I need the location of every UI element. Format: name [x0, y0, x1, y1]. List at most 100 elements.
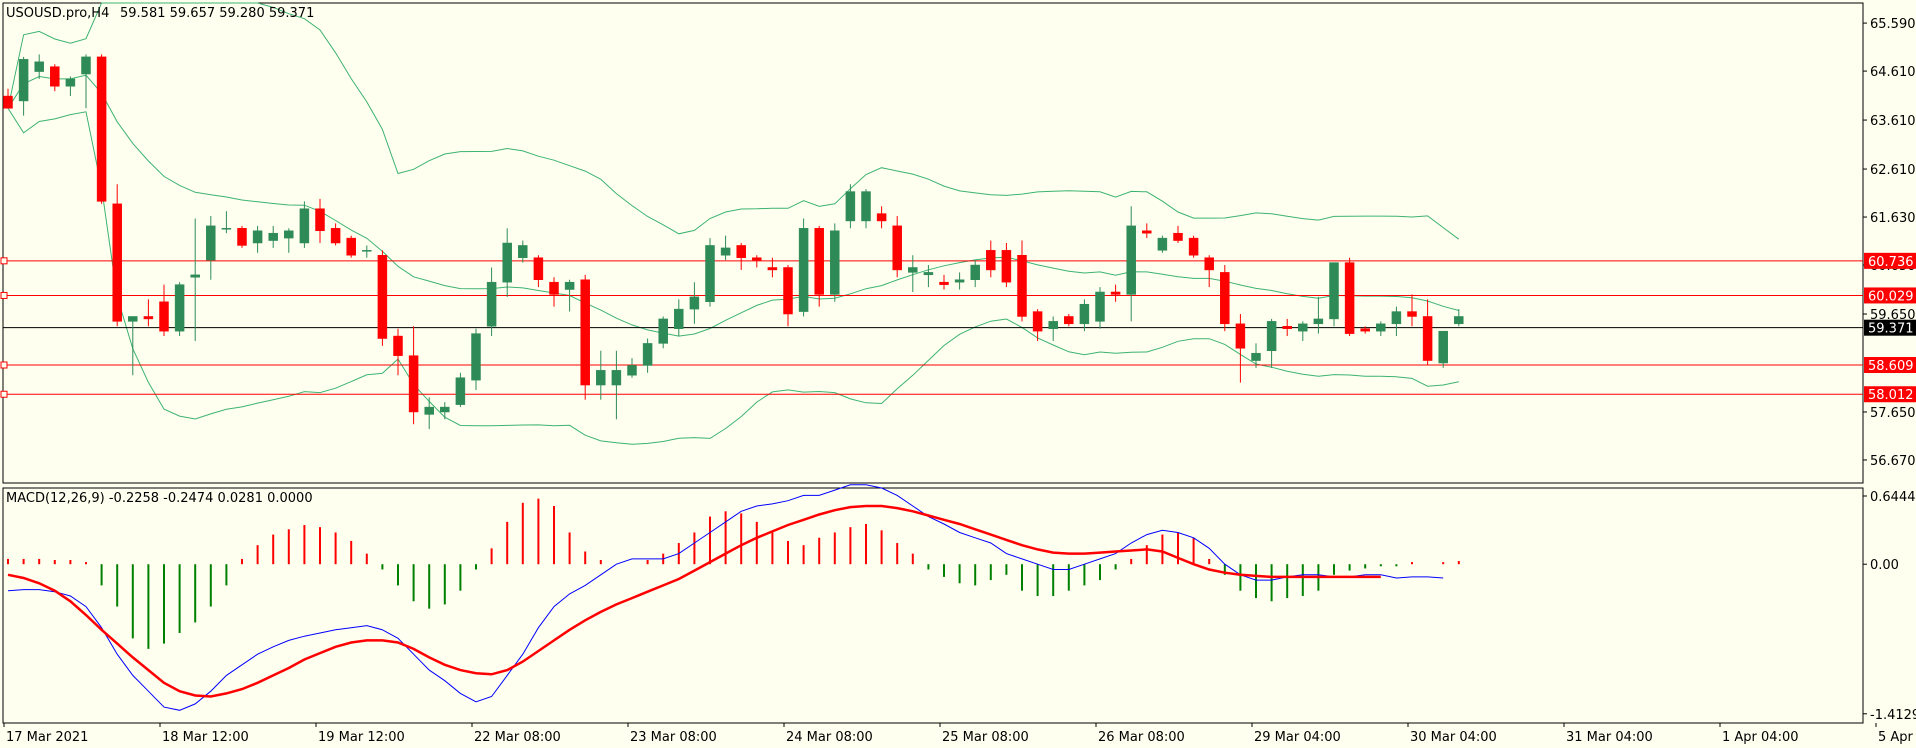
candle-body	[580, 279, 590, 386]
time-axis-label: 29 Mar 04:00	[1254, 730, 1341, 745]
candle	[50, 64, 60, 92]
candle-body	[658, 318, 668, 344]
candle-body	[939, 281, 949, 285]
candle	[3, 88, 13, 109]
macd-axis-label: 0.00	[1870, 558, 1899, 573]
candle-body	[268, 232, 278, 241]
candle-body	[377, 254, 388, 339]
candle	[96, 54, 107, 204]
candle	[658, 316, 668, 349]
candle	[830, 223, 840, 302]
candle	[1282, 318, 1292, 337]
price-level-handle[interactable]	[0, 291, 8, 299]
candle	[252, 225, 263, 253]
time-axis-label: 26 Mar 08:00	[1098, 730, 1185, 745]
candle	[190, 218, 200, 341]
candle	[861, 189, 871, 229]
candle-body	[1079, 303, 1090, 325]
candle-body	[845, 191, 856, 222]
candle	[1360, 326, 1370, 334]
candle-body	[1220, 272, 1230, 325]
candle-body	[1001, 250, 1012, 283]
price-level-tag-bg	[1864, 357, 1916, 374]
time-axis-label: 1 Apr 04:00	[1722, 730, 1799, 745]
candle	[1344, 257, 1355, 337]
candle-body	[455, 377, 466, 405]
candle	[970, 260, 980, 288]
candle-body	[34, 61, 44, 72]
candle-body	[128, 316, 138, 322]
candle-body	[611, 370, 622, 386]
candle	[1220, 265, 1230, 332]
candle-body	[159, 301, 169, 332]
candle	[1017, 240, 1027, 322]
candle-body	[861, 191, 871, 222]
price-axis-label: 64.610	[1870, 65, 1916, 80]
price-axis-label: 59.650	[1870, 308, 1916, 323]
candle	[1251, 343, 1261, 368]
candle-body	[393, 335, 403, 356]
candle-body	[1157, 237, 1168, 251]
candle	[1173, 225, 1183, 243]
current-price-tag: 59.371	[1864, 319, 1916, 337]
price-panel-frame	[2, 2, 1864, 484]
candle	[1391, 306, 1402, 337]
candle	[892, 216, 902, 278]
candle	[1266, 318, 1277, 368]
candle-body	[346, 237, 356, 256]
candle-body	[1282, 326, 1292, 329]
candle	[1376, 321, 1386, 337]
candle-body	[892, 225, 902, 271]
price-series	[0, 2, 1863, 445]
candle-body	[424, 406, 434, 415]
candle-body	[284, 230, 294, 239]
candle	[549, 277, 559, 307]
candle	[1313, 296, 1324, 334]
candle	[720, 235, 731, 261]
candle-body	[1251, 352, 1261, 361]
candle	[221, 211, 232, 234]
candle-body	[908, 267, 918, 273]
price-axis-label: 62.610	[1870, 163, 1916, 178]
candle	[580, 274, 590, 400]
candle-body	[564, 281, 575, 290]
candle-body	[627, 365, 637, 376]
candle	[65, 76, 76, 97]
candle-body	[315, 208, 325, 232]
price-level-handle[interactable]	[0, 257, 8, 265]
candle-body	[1329, 262, 1339, 320]
candle-body	[1266, 321, 1277, 352]
macd-signal-line	[7, 504, 1381, 698]
candle	[159, 284, 169, 337]
candle	[767, 257, 778, 278]
candle-body	[81, 56, 91, 75]
candle	[112, 184, 122, 327]
candle	[518, 240, 528, 263]
candle	[954, 272, 965, 290]
current-price-tag-bg	[1864, 319, 1916, 336]
candle-body	[689, 296, 700, 310]
candle	[1126, 206, 1136, 322]
price-level-handle[interactable]	[0, 361, 8, 369]
candle-body	[252, 230, 263, 244]
candle	[268, 225, 278, 248]
candle-body	[705, 245, 715, 303]
candle-body	[502, 242, 512, 283]
macd-label: MACD(12,26,9) -0.2258 -0.2474 0.0281 0.0…	[6, 491, 313, 506]
candle-body	[486, 281, 497, 327]
candle	[1142, 223, 1152, 239]
candle-body	[1422, 316, 1433, 361]
candle	[502, 228, 512, 297]
price-level-tag: 58.012	[1864, 386, 1916, 403]
candle-body	[1438, 330, 1448, 364]
candle	[377, 250, 388, 346]
price-axis-label: 63.610	[1870, 114, 1916, 129]
candle	[674, 299, 684, 337]
candle-body	[830, 230, 840, 295]
candle	[814, 225, 824, 307]
candle	[1001, 243, 1012, 288]
current-price-tag-label: 59.371	[1868, 322, 1914, 337]
candle-body	[752, 257, 762, 261]
price-level-handle[interactable]	[0, 390, 8, 398]
price-level-tag-bg	[1864, 252, 1916, 269]
